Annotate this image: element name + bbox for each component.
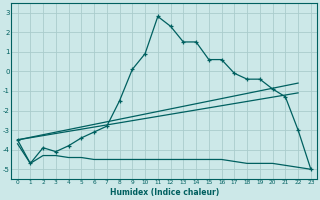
X-axis label: Humidex (Indice chaleur): Humidex (Indice chaleur) bbox=[109, 188, 219, 197]
